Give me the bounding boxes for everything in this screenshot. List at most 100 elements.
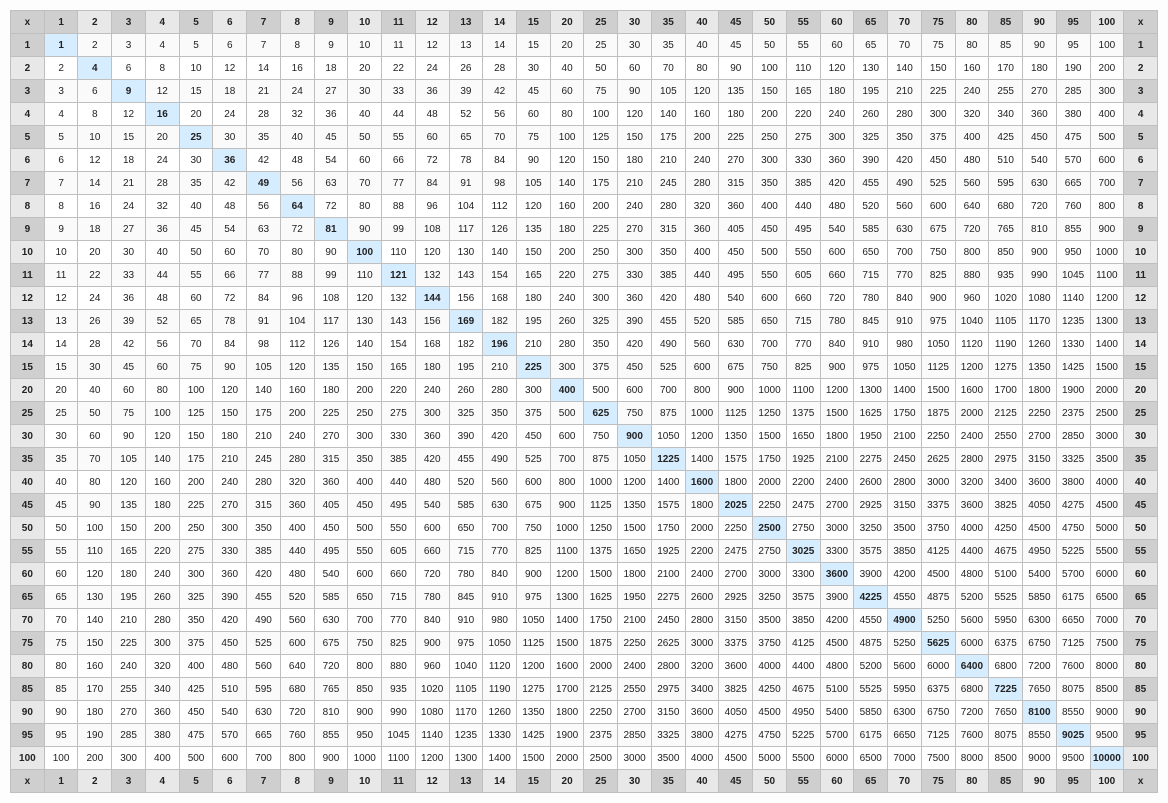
row-header-right-70: 70 [1124,609,1158,632]
cell-4x75: 300 [921,103,955,126]
cell-9x12: 108 [415,218,449,241]
cell-14x95: 1330 [1056,333,1090,356]
cell-15x40: 600 [685,356,719,379]
cell-75x25: 1875 [584,632,618,655]
cell-7x90: 630 [1023,172,1057,195]
cell-8x25: 200 [584,195,618,218]
row-header-left-45: 45 [11,494,45,517]
cell-3x15: 45 [517,80,551,103]
cell-90x12: 1080 [415,701,449,724]
cell-10x15: 150 [517,241,551,264]
cell-4x4: 16 [145,103,179,126]
row-header-right-14: 14 [1124,333,1158,356]
col-header-70: 70 [888,11,922,34]
cell-40x12: 480 [415,471,449,494]
cell-7x14: 98 [483,172,517,195]
cell-100x40: 4000 [685,747,719,770]
cell-10x35: 350 [651,241,685,264]
cell-65x9: 585 [314,586,348,609]
cell-85x55: 4675 [786,678,820,701]
cell-20x35: 700 [651,379,685,402]
col-header-30: 30 [618,11,652,34]
cell-13x85: 1105 [989,310,1023,333]
cell-7x8: 56 [280,172,314,195]
cell-12x6: 72 [213,287,247,310]
cell-85x85: 7225 [989,678,1023,701]
col-footer-90: 90 [1023,770,1057,793]
cell-20x80: 1600 [955,379,989,402]
cell-35x5: 175 [179,448,213,471]
cell-9x10: 90 [348,218,382,241]
row-header-left-20: 20 [11,379,45,402]
col-header-90: 90 [1023,11,1057,34]
cell-50x65: 3250 [854,517,888,540]
row-header-right-1: 1 [1124,34,1158,57]
cell-45x90: 4050 [1023,494,1057,517]
cell-8x45: 360 [719,195,753,218]
col-footer-11: 11 [382,770,416,793]
cell-25x8: 200 [280,402,314,425]
cell-60x6: 360 [213,563,247,586]
cell-1x75: 75 [921,34,955,57]
cell-2x4: 8 [145,57,179,80]
col-footer-75: 75 [921,770,955,793]
cell-75x7: 525 [247,632,281,655]
cell-3x60: 180 [820,80,854,103]
col-footer-60: 60 [820,770,854,793]
cell-40x95: 3800 [1056,471,1090,494]
row-header-left-13: 13 [11,310,45,333]
cell-14x60: 840 [820,333,854,356]
cell-45x3: 135 [112,494,146,517]
cell-35x45: 1575 [719,448,753,471]
cell-35x11: 385 [382,448,416,471]
cell-85x80: 6800 [955,678,989,701]
cell-15x80: 1200 [955,356,989,379]
cell-80x15: 1200 [517,655,551,678]
cell-11x55: 605 [786,264,820,287]
col-header-80: 80 [955,11,989,34]
cell-45x85: 3825 [989,494,1023,517]
cell-7x75: 525 [921,172,955,195]
row-header-left-1: 1 [11,34,45,57]
cell-14x75: 1050 [921,333,955,356]
cell-8x75: 600 [921,195,955,218]
cell-3x11: 33 [382,80,416,103]
cell-7x25: 175 [584,172,618,195]
cell-9x2: 18 [78,218,112,241]
cell-2x5: 10 [179,57,213,80]
cell-80x80: 6400 [955,655,989,678]
col-header-60: 60 [820,11,854,34]
cell-40x11: 440 [382,471,416,494]
cell-8x9: 72 [314,195,348,218]
cell-14x65: 910 [854,333,888,356]
cell-20x3: 60 [112,379,146,402]
cell-9x40: 360 [685,218,719,241]
cell-13x45: 585 [719,310,753,333]
cell-15x55: 825 [786,356,820,379]
cell-60x50: 3000 [753,563,787,586]
cell-8x3: 24 [112,195,146,218]
col-footer-50: 50 [753,770,787,793]
cell-14x90: 1260 [1023,333,1057,356]
cell-6x7: 42 [247,149,281,172]
cell-40x90: 3600 [1023,471,1057,494]
cell-14x50: 700 [753,333,787,356]
cell-100x25: 2500 [584,747,618,770]
cell-8x100: 800 [1090,195,1124,218]
cell-60x14: 840 [483,563,517,586]
cell-3x13: 39 [449,80,483,103]
cell-14x85: 1190 [989,333,1023,356]
cell-10x8: 80 [280,241,314,264]
cell-12x9: 108 [314,287,348,310]
cell-85x12: 1020 [415,678,449,701]
cell-15x35: 525 [651,356,685,379]
cell-40x20: 800 [550,471,584,494]
cell-14x1: 14 [44,333,78,356]
cell-95x85: 8075 [989,724,1023,747]
cell-20x13: 260 [449,379,483,402]
cell-50x5: 250 [179,517,213,540]
cell-40x100: 4000 [1090,471,1124,494]
cell-8x90: 720 [1023,195,1057,218]
cell-9x15: 135 [517,218,551,241]
col-footer-10: 10 [348,770,382,793]
